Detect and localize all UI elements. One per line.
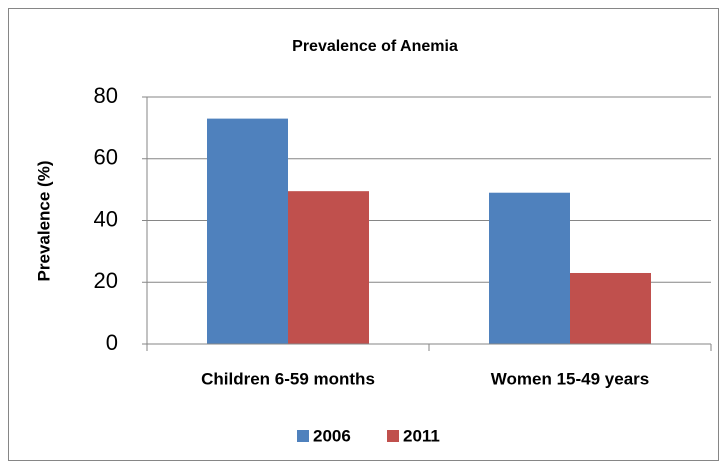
- y-tick-label: 60: [94, 145, 118, 170]
- legend-label: 2011: [403, 426, 440, 445]
- bar: [207, 118, 288, 344]
- bar: [570, 272, 651, 344]
- legend-label: 2006: [313, 426, 351, 445]
- bar: [288, 191, 369, 344]
- y-tick-label: 40: [94, 206, 118, 231]
- legend-swatch: [297, 430, 309, 442]
- x-tick-label: Children 6-59 months: [201, 369, 375, 388]
- chart-title: Prevalence of Anemia: [292, 38, 458, 55]
- bar: [489, 192, 570, 344]
- y-axis-label: Prevalence (%): [34, 161, 53, 282]
- y-tick-label: 20: [94, 268, 118, 293]
- y-tick-label: 0: [106, 330, 118, 355]
- x-tick-label: Women 15-49 years: [491, 369, 649, 388]
- legend-swatch: [387, 430, 399, 442]
- y-tick-label: 80: [94, 83, 118, 108]
